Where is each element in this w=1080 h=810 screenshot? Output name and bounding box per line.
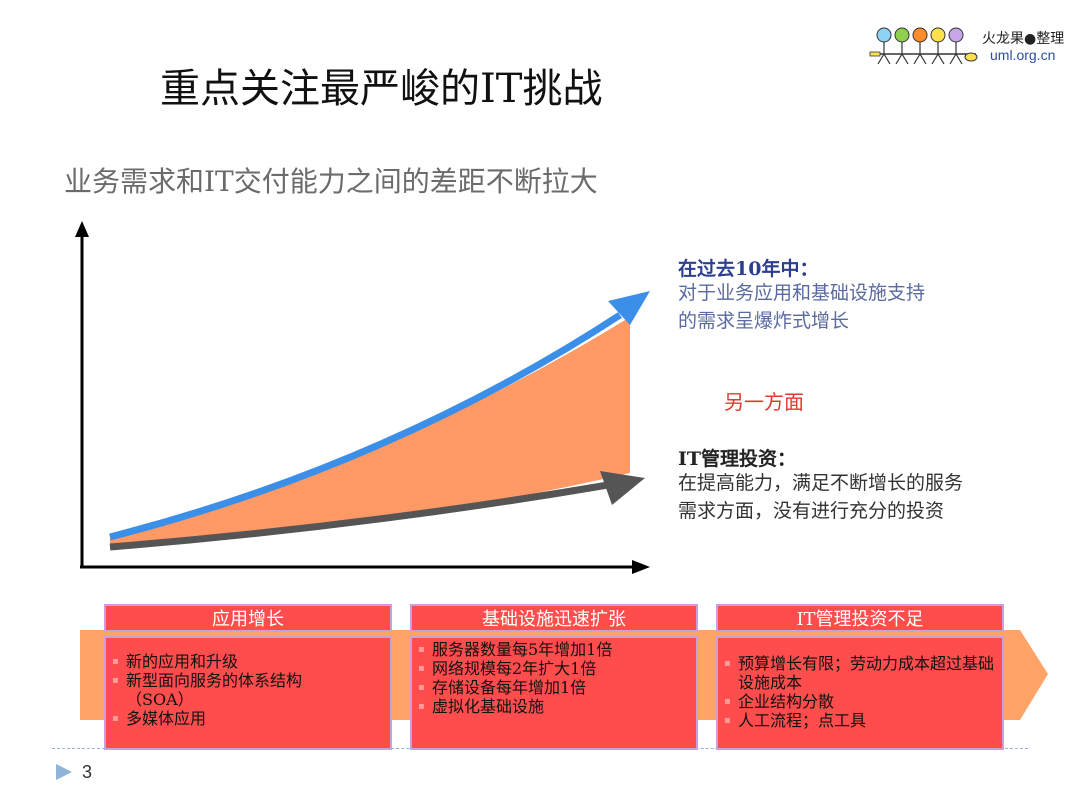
- gap-area: [110, 317, 630, 547]
- it-line-1: 在提高能力，满足不断增长的服务: [678, 472, 964, 494]
- list-item: 存储设备每年增加1倍: [412, 678, 696, 697]
- list-item: 多媒体应用: [106, 709, 390, 728]
- play-triangle-icon: [56, 764, 72, 780]
- list-item: 虚拟化基础设施: [412, 697, 696, 716]
- list-item: 新型面向服务的体系结构（SOA）: [106, 671, 390, 709]
- investment-line: [109, 481, 609, 551]
- demand-arrowhead: [608, 291, 650, 325]
- list-item: 网络规模每2年扩大1倍: [412, 659, 696, 678]
- page-subtitle: 业务需求和IT交付能力之间的差距不断拉大: [64, 165, 598, 198]
- logo-text: 火龙果●整理: [982, 31, 1065, 47]
- investment-arrowhead: [600, 471, 645, 505]
- y-axis-arrow: [75, 221, 89, 237]
- list-item: 预算增长有限；劳动力成本超过基础设施成本: [718, 654, 996, 692]
- list-item: 新的应用和升级: [106, 652, 390, 671]
- list-item: 人工流程；点工具: [718, 711, 996, 730]
- box-it-invest: 预算增长有限；劳动力成本超过基础设施成本 企业结构分散 人工流程；点工具: [716, 636, 1004, 750]
- it-line-2: 需求方面，没有进行充分的投资: [678, 500, 945, 522]
- page-number: 3: [82, 762, 93, 782]
- logo-url: uml.org.cn: [990, 47, 1056, 63]
- list-item: 企业结构分散: [718, 692, 996, 711]
- box-it-invest-heading: IT管理投资不足: [716, 604, 1004, 632]
- box-infra-heading: 基础设施迅速扩张: [410, 604, 698, 632]
- it-heading: IT管理投资：: [678, 448, 797, 470]
- box-app-growth: 新的应用和升级 新型面向服务的体系结构（SOA） 多媒体应用: [104, 636, 392, 750]
- list-item: 服务器数量每5年增加1倍: [412, 640, 696, 659]
- past-line-1: 对于业务应用和基础设施支持: [678, 282, 926, 304]
- other-hand-label: 另一方面: [724, 390, 804, 414]
- gap-chart: [75, 221, 650, 574]
- logo-figures-icon: [869, 27, 978, 65]
- past-line-2: 的需求呈爆炸式增长: [678, 310, 850, 332]
- past-heading: 在过去10年中：: [678, 258, 819, 280]
- box-app-growth-heading: 应用增长: [104, 604, 392, 632]
- page-title: 重点关注最严峻的IT挑战: [160, 66, 603, 112]
- x-axis-arrow: [632, 560, 650, 574]
- box-infra: 服务器数量每5年增加1倍 网络规模每2年扩大1倍 存储设备每年增加1倍 虚拟化基…: [410, 636, 698, 750]
- demand-line: [109, 312, 622, 541]
